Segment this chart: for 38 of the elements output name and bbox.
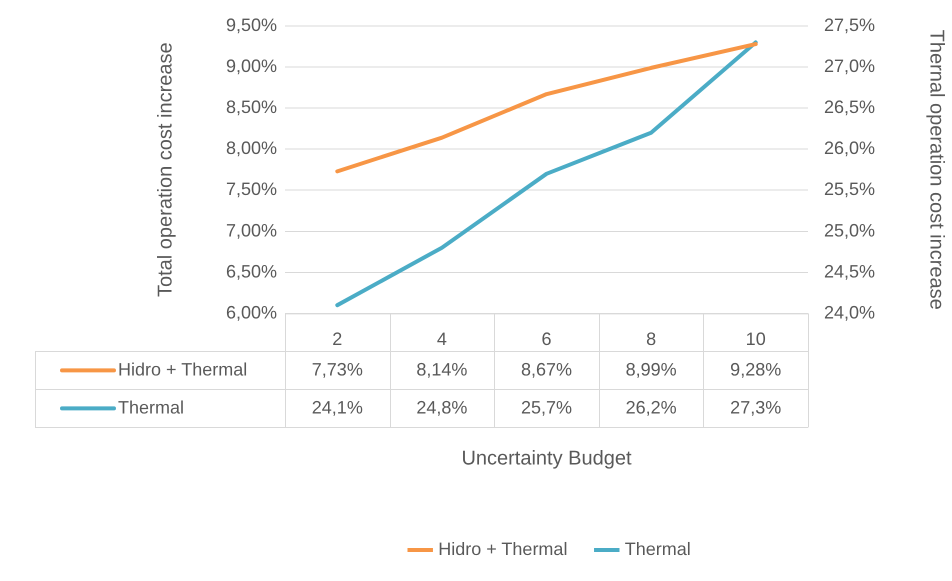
y2-tick-label: 26,5% — [824, 97, 876, 118]
x-tick-label: 6 — [541, 329, 552, 350]
y2-tick-label: 24,5% — [824, 261, 876, 282]
x-tick-label: 10 — [746, 329, 766, 350]
data-label: 9,28% — [730, 359, 782, 380]
data-label: 25,7% — [520, 397, 572, 418]
data-label: 24,8% — [416, 397, 468, 418]
x-tick-label: 8 — [646, 329, 656, 350]
y-tick-label: 7,50% — [226, 179, 277, 200]
y-tick-label: 7,00% — [226, 220, 277, 240]
y-tick-label: 8,50% — [226, 97, 277, 118]
y2-tick-label: 25,5% — [824, 179, 876, 200]
y-tick-label: 9,50% — [226, 14, 277, 35]
y2-tick-label: 27,5% — [824, 14, 876, 35]
data-label: 8,14% — [416, 359, 468, 380]
y2-tick-label: 25,0% — [824, 220, 876, 240]
y-tick-label: 8,00% — [226, 138, 277, 158]
x-axis-title: Uncertainty Budget — [461, 448, 632, 470]
y-tick-label: 6,00% — [226, 302, 277, 322]
legend-label: Hidro + Thermal — [118, 359, 248, 380]
y2-tick-label: 26,0% — [824, 138, 876, 158]
y2-tick-label: 27,0% — [824, 56, 876, 76]
y-tick-label: 6,50% — [226, 261, 277, 282]
data-label: 27,3% — [730, 397, 782, 418]
y-axis-title: Total operation cost increase — [154, 42, 177, 297]
x-tick-label: 2 — [332, 329, 342, 350]
x-tick-label: 4 — [436, 329, 447, 350]
data-label: 8,67% — [520, 359, 572, 380]
data-label: 26,2% — [626, 397, 677, 418]
data-label: 24,1% — [312, 397, 363, 418]
text: Hidro + Thermal — [438, 538, 568, 559]
legend-label: Thermal — [118, 397, 184, 418]
data-label: 7,73% — [312, 359, 363, 380]
y2-tick-label: 24,0% — [824, 302, 876, 322]
data-label: 8,99% — [626, 359, 677, 380]
y-tick-label: 9,00% — [226, 56, 277, 76]
text: Thermal — [624, 538, 691, 559]
y2-axis-title: Thernal operation cost increase — [925, 30, 948, 310]
